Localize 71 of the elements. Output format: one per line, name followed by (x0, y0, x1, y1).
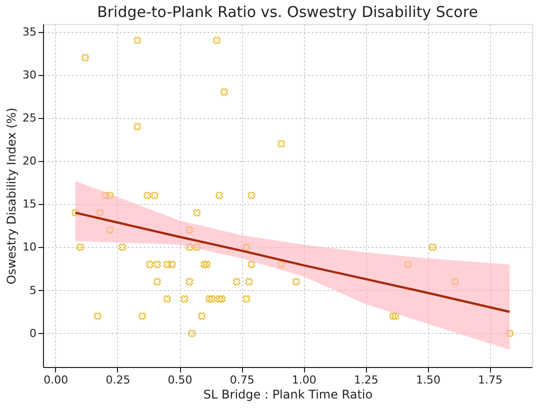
x-tick-label: 1.00 (292, 374, 316, 386)
point (277, 260, 286, 268)
point (186, 226, 194, 234)
point (153, 278, 162, 286)
y-tick-label: 35 (22, 25, 36, 38)
x-tick-label: 1.25 (354, 374, 378, 386)
point (205, 295, 214, 303)
point (134, 122, 142, 130)
point (198, 312, 206, 320)
y-tick-label: 10 (22, 240, 36, 254)
x-tick-label: 1.75 (478, 374, 503, 386)
point (242, 243, 250, 252)
point (193, 208, 201, 217)
point (208, 295, 216, 303)
point (150, 192, 159, 200)
point (215, 295, 224, 303)
point (186, 278, 194, 286)
point (76, 243, 84, 252)
point (212, 36, 221, 44)
y-tick-label: 0 (30, 326, 36, 340)
x-tick-label: 0.50 (168, 374, 192, 386)
point (506, 330, 514, 338)
point (218, 295, 226, 303)
point (277, 140, 286, 148)
point (193, 243, 201, 252)
point (163, 295, 171, 303)
point (186, 243, 194, 252)
point (71, 208, 80, 217)
x-axis-title: SL Bridge : Plank Time Ratio (203, 388, 373, 402)
point (200, 260, 208, 268)
y-tick-label: 15 (22, 198, 36, 211)
x-tick-label: 1.50 (416, 374, 440, 386)
x-tick-label: 0.25 (106, 374, 130, 386)
point (248, 260, 256, 268)
point (404, 260, 412, 268)
point (203, 260, 211, 268)
x-tick-label: 0.00 (44, 374, 68, 386)
chart-title: Bridge-to-Plank Ratio vs. Oswestry Disability Score (97, 3, 478, 21)
y-tick-label: 20 (22, 154, 36, 168)
point (188, 330, 196, 338)
point (428, 243, 437, 252)
point (153, 260, 162, 268)
point (392, 312, 400, 320)
point (163, 260, 171, 268)
point (451, 278, 459, 286)
point (180, 295, 188, 303)
point (101, 192, 109, 200)
point (94, 312, 102, 320)
point (106, 192, 114, 200)
point (81, 54, 90, 62)
y-axis-title: Oswestry Disability Index (%) (4, 108, 19, 284)
point (389, 312, 397, 320)
point (96, 208, 104, 217)
y-tick-label: 5 (30, 284, 36, 297)
y-tick-label: 25 (22, 111, 36, 124)
point (242, 295, 250, 303)
point (248, 192, 256, 200)
point (143, 192, 152, 200)
point (245, 278, 253, 286)
x-tick-label: 0.75 (230, 374, 254, 386)
point (215, 192, 224, 200)
point (134, 36, 142, 44)
point (220, 88, 228, 96)
y-tick-label: 30 (22, 68, 36, 82)
point (106, 226, 114, 234)
point (138, 312, 146, 320)
point (292, 278, 300, 286)
point (146, 260, 154, 268)
point (232, 278, 240, 286)
point (168, 260, 176, 268)
point (118, 243, 126, 252)
